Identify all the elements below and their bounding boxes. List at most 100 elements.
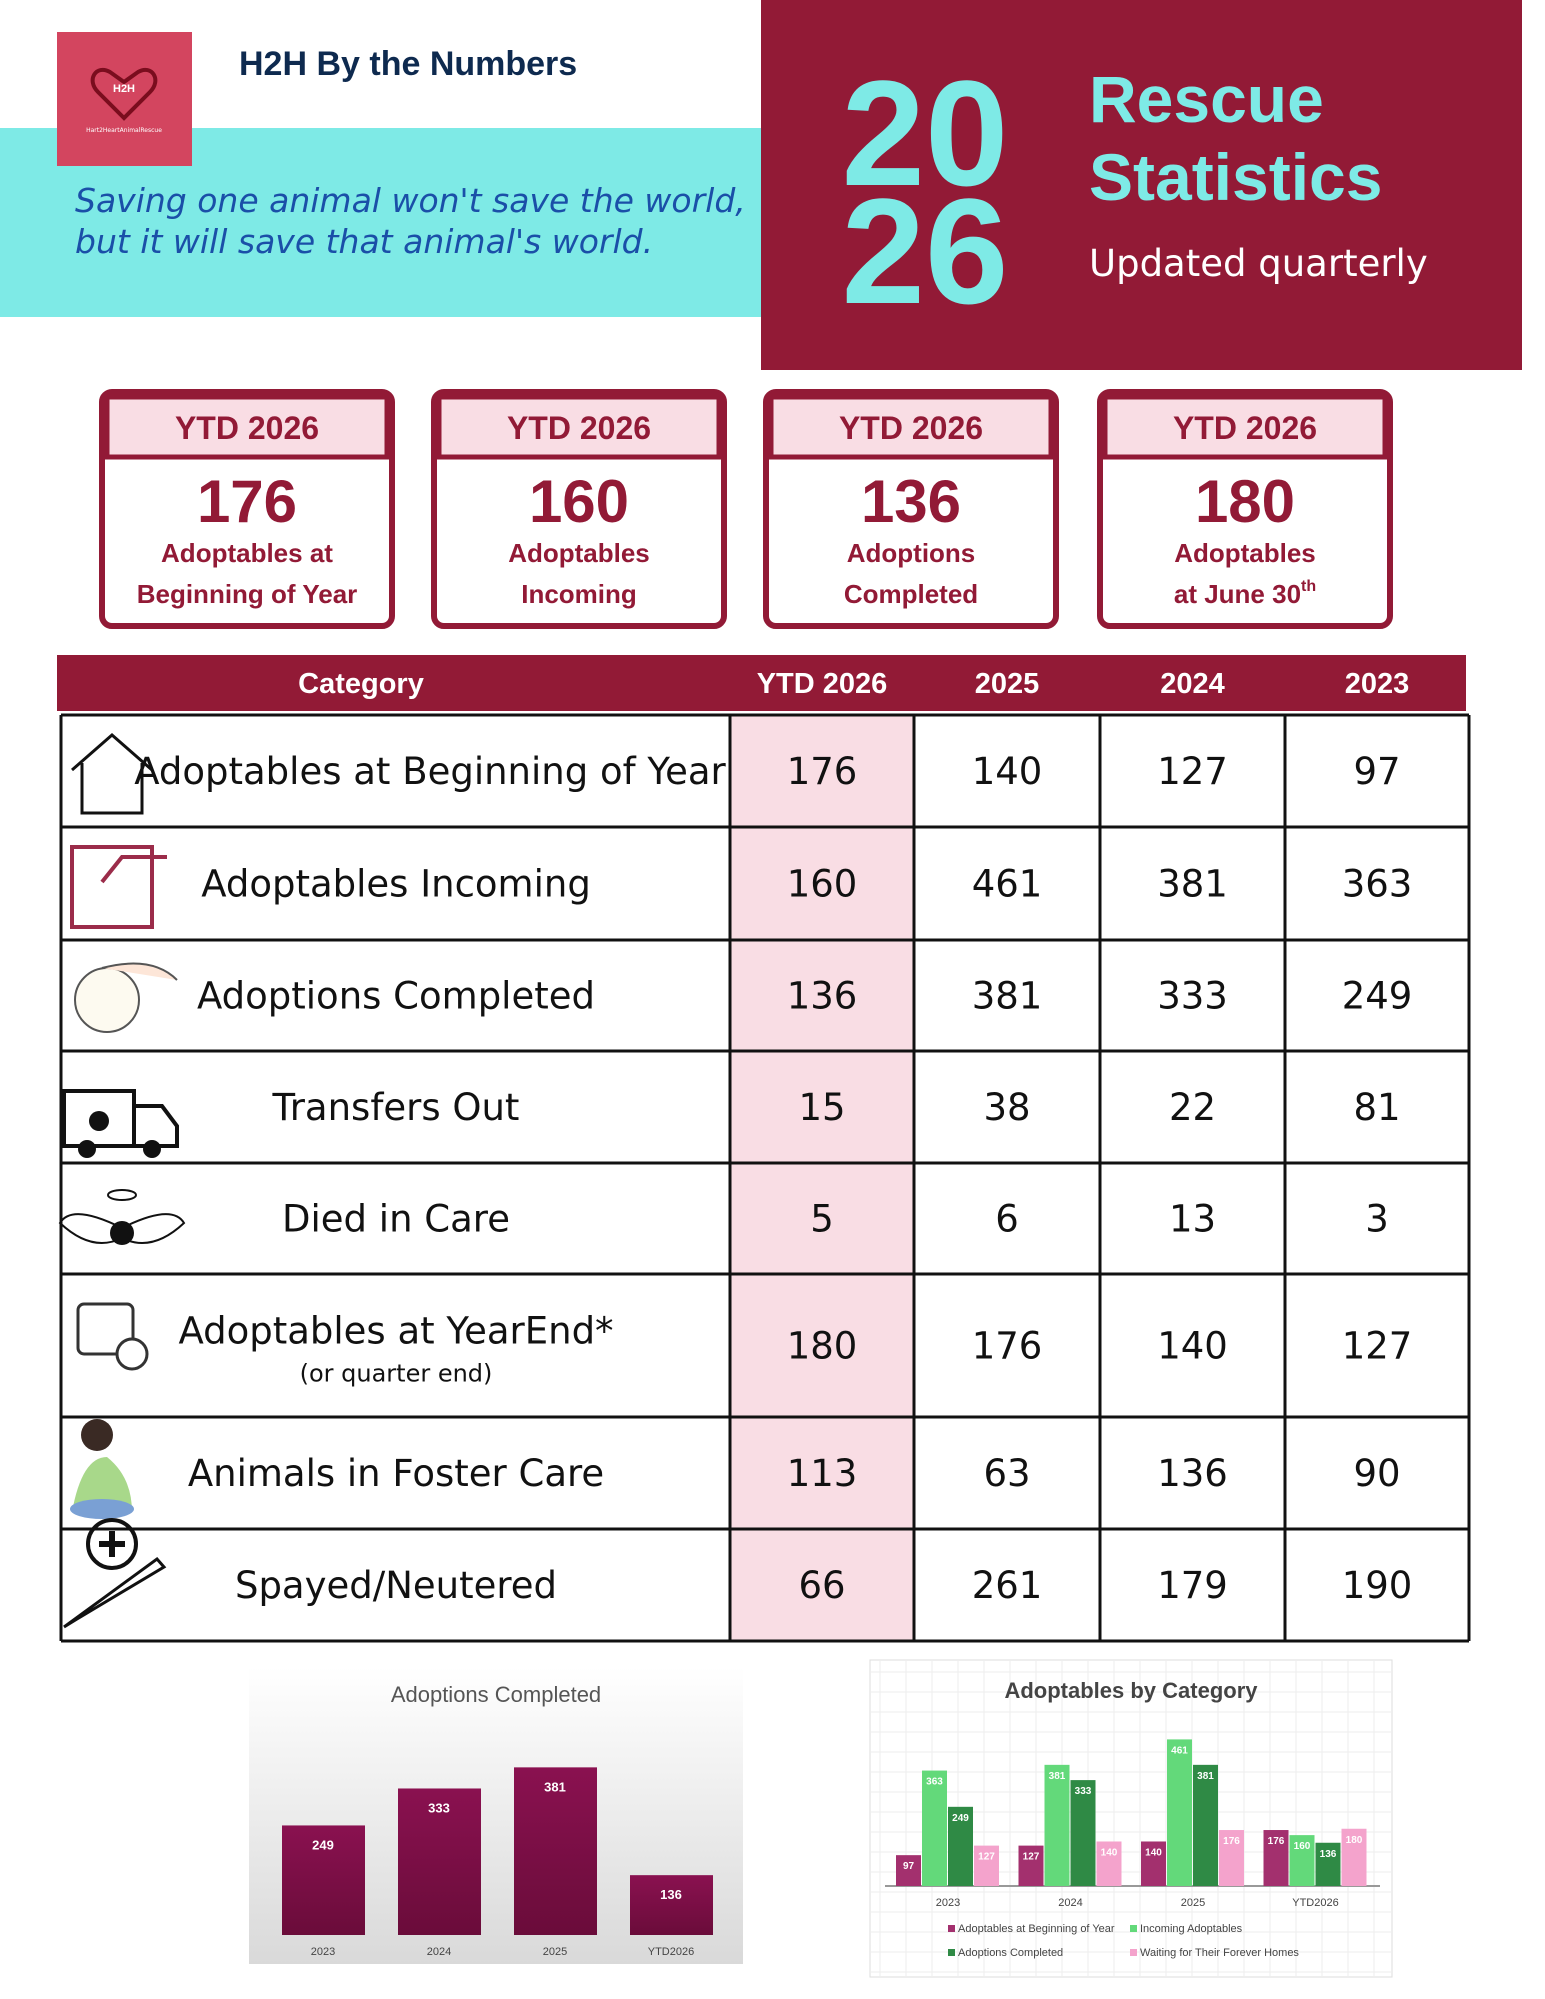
bar bbox=[1070, 1780, 1096, 1886]
card-desc: at June 30th bbox=[1174, 578, 1316, 609]
column-header: 2025 bbox=[975, 668, 1040, 700]
icon-jeans bbox=[70, 1499, 134, 1519]
cell-value: 66 bbox=[798, 1564, 845, 1607]
cell-value: 190 bbox=[1342, 1564, 1413, 1607]
bar bbox=[896, 1855, 921, 1886]
card-value: 136 bbox=[861, 468, 961, 535]
icon-arrow bbox=[100, 855, 167, 884]
row-category: Spayed/Neutered bbox=[235, 1564, 557, 1607]
x-tick-label: YTD2026 bbox=[1292, 1897, 1338, 1909]
cell-value: 176 bbox=[787, 750, 858, 793]
bar bbox=[1193, 1764, 1218, 1886]
icon-cross bbox=[99, 1531, 125, 1557]
cell-value: 180 bbox=[787, 1325, 858, 1368]
icon-paw bbox=[110, 1221, 134, 1245]
card-value: 160 bbox=[529, 468, 629, 535]
bar bbox=[1096, 1841, 1122, 1886]
cell-value: 113 bbox=[787, 1452, 858, 1495]
legend-label: Waiting for Their Forever Homes bbox=[1140, 1947, 1299, 1959]
row-category: Animals in Foster Care bbox=[188, 1452, 604, 1495]
cell-value: 363 bbox=[1342, 863, 1413, 906]
year-bottom: 26 bbox=[842, 167, 1009, 335]
bar bbox=[1263, 1830, 1289, 1886]
icon-halo bbox=[107, 1189, 137, 1201]
bar-label: 333 bbox=[1075, 1786, 1092, 1797]
card-header bbox=[104, 394, 390, 460]
quote-line: Saving one animal won't save the world, bbox=[75, 181, 746, 220]
card-desc-text: Incoming bbox=[521, 579, 637, 609]
row-category: Adoptables at Beginning of Year bbox=[134, 750, 726, 793]
bar-label: 97 bbox=[903, 1861, 915, 1872]
bar-label: 140 bbox=[1101, 1847, 1118, 1858]
cell-value: 160 bbox=[787, 863, 858, 906]
x-tick-label: 2025 bbox=[543, 1946, 567, 1958]
bar bbox=[1141, 1841, 1166, 1886]
bar bbox=[1315, 1842, 1341, 1886]
cell-value: 38 bbox=[983, 1086, 1030, 1129]
bar-label: 136 bbox=[1320, 1849, 1337, 1860]
cell-value: 461 bbox=[972, 863, 1043, 906]
card-desc: Incoming bbox=[521, 579, 637, 609]
bar bbox=[974, 1845, 999, 1886]
column-header: Category bbox=[298, 668, 424, 700]
legend-swatch bbox=[1130, 1949, 1137, 1956]
bar bbox=[1219, 1830, 1244, 1886]
card-header bbox=[768, 394, 1054, 460]
legend-swatch bbox=[948, 1949, 955, 1956]
icon-person bbox=[81, 1419, 113, 1451]
card-desc-text: at June 30 bbox=[1174, 579, 1301, 609]
bar bbox=[1167, 1739, 1192, 1886]
bar bbox=[1289, 1835, 1315, 1886]
legend-swatch bbox=[948, 1925, 955, 1932]
icon-cat bbox=[74, 967, 140, 1033]
chart-title: Adoptables by Category bbox=[1004, 1678, 1258, 1703]
row-category: Adoptables at YearEnd* bbox=[178, 1310, 613, 1353]
bar bbox=[630, 1875, 713, 1935]
year-panel bbox=[761, 0, 1522, 370]
card-desc-sup: th bbox=[1301, 578, 1316, 595]
chart-title: Adoptions Completed bbox=[391, 1682, 601, 1707]
bar-label: 461 bbox=[1171, 1745, 1188, 1756]
bar-label: 176 bbox=[1223, 1836, 1240, 1847]
bar-label: 180 bbox=[1346, 1835, 1363, 1846]
row-category: Adoptions Completed bbox=[197, 975, 595, 1018]
bar-label: 140 bbox=[1145, 1847, 1162, 1858]
cell-value: 249 bbox=[1342, 975, 1413, 1018]
cell-value: 381 bbox=[972, 975, 1043, 1018]
cell-value: 127 bbox=[1157, 750, 1228, 793]
bar-label: 160 bbox=[1294, 1841, 1311, 1852]
card-label: YTD 2026 bbox=[175, 410, 319, 446]
card-desc: Adoptables bbox=[508, 538, 650, 568]
year-top: 20 bbox=[842, 49, 1009, 217]
title: H2H By the Numbers bbox=[239, 45, 577, 83]
cell-value: 179 bbox=[1157, 1564, 1228, 1607]
column-header: YTD 2026 bbox=[757, 668, 888, 700]
row-note: (or quarter end) bbox=[300, 1360, 493, 1388]
cell-value: 136 bbox=[787, 975, 858, 1018]
card-desc: Beginning of Year bbox=[137, 579, 358, 609]
card-desc: Adoptions bbox=[847, 538, 976, 568]
icon-paw bbox=[89, 1111, 109, 1131]
legend-label: Adoptables at Beginning of Year bbox=[958, 1923, 1115, 1935]
x-tick-label: 2023 bbox=[936, 1897, 960, 1909]
bar bbox=[1018, 1845, 1044, 1886]
icon-wheel bbox=[78, 1140, 96, 1158]
bar bbox=[282, 1825, 365, 1935]
bar bbox=[398, 1788, 481, 1935]
card-desc-text: Beginning of Year bbox=[137, 579, 358, 609]
legend-label: Adoptions Completed bbox=[958, 1947, 1063, 1959]
card-desc: Completed bbox=[844, 579, 978, 609]
cell-value: 97 bbox=[1353, 750, 1400, 793]
icon-check bbox=[115, 1337, 149, 1371]
cell-value: 381 bbox=[1157, 863, 1228, 906]
icon-calendar bbox=[76, 1302, 135, 1356]
cell-value: 127 bbox=[1342, 1325, 1413, 1368]
cell-value: 81 bbox=[1353, 1086, 1400, 1129]
quote-line: but it will save that animal's world. bbox=[75, 222, 653, 261]
bar bbox=[1044, 1764, 1070, 1886]
cell-value: 15 bbox=[798, 1086, 845, 1129]
card-desc: Adoptables bbox=[1174, 538, 1316, 568]
row-category: Adoptables Incoming bbox=[201, 863, 591, 906]
